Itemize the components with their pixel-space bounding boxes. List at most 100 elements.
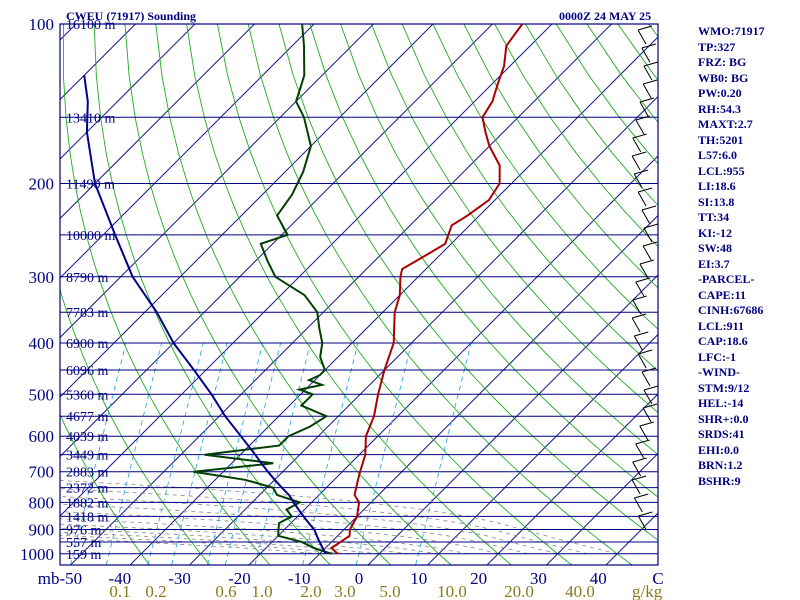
barb-flag <box>632 295 647 301</box>
wind-barbs <box>631 25 659 531</box>
dry-adiabat <box>247 24 633 565</box>
barb-staff <box>639 263 649 279</box>
barb-staff <box>643 227 653 243</box>
wind-barb <box>637 349 653 369</box>
isotherm-line <box>70 24 612 565</box>
index-item: EI:3.7 <box>698 257 798 273</box>
moist-adiabat <box>60 488 588 555</box>
wind-barb <box>642 79 658 99</box>
height-label: 5360 m <box>66 388 109 403</box>
dry-adiabat <box>401 24 658 372</box>
barb-staff <box>641 371 651 387</box>
index-item: STM:9/12 <box>698 381 798 397</box>
index-item: BSHR:9 <box>698 474 798 490</box>
temperature-tick-label: 20 <box>470 569 487 588</box>
mixing-ratio-label: 0.6 <box>215 582 236 600</box>
wind-barb <box>635 439 650 459</box>
pressure-label: 700 <box>29 463 55 482</box>
dry-adiabat <box>432 24 658 330</box>
barb-staff <box>631 155 641 171</box>
moist-adiabat <box>60 531 380 555</box>
height-label: 4039 m <box>66 430 109 445</box>
barb-staff <box>641 209 651 225</box>
index-item: PW:0.20 <box>698 86 798 102</box>
wind-barb <box>639 259 655 279</box>
wind-barb <box>641 43 657 63</box>
isotherm-line <box>60 24 553 517</box>
mixing-ratio-line <box>355 342 412 565</box>
index-item: LCL:955 <box>698 164 798 180</box>
mixing-ratio-label: 1.0 <box>251 582 272 600</box>
mixing-ratio-label: 0.2 <box>145 582 166 600</box>
indices-panel: WMO:71917 TP:327 FRZ: BG WB0: BG PW:0.20 RH:5… <box>698 24 798 489</box>
barb-staff <box>639 425 649 441</box>
barb-staff <box>642 407 652 423</box>
barb-flag <box>639 421 654 427</box>
barb-flag <box>634 169 649 175</box>
height-label: 13410 m <box>66 111 116 126</box>
height-label: 10000 m <box>66 229 116 244</box>
barb-flag <box>638 511 653 517</box>
wind-barb <box>637 187 653 207</box>
wind-barb <box>637 511 653 531</box>
background-lines <box>0 24 658 565</box>
barb-staff <box>632 461 642 477</box>
height-label: 3449 m <box>66 449 109 464</box>
height-label: 4677 m <box>66 410 109 425</box>
dry-adiabat <box>370 24 658 413</box>
barb-staff <box>633 173 643 189</box>
mixing-ratio-label: 2.0 <box>300 582 321 600</box>
index-item: WB0: BG <box>698 71 798 87</box>
barb-staff <box>632 299 642 315</box>
barb-flag <box>635 115 651 121</box>
barb-flag <box>642 241 658 247</box>
plot-frame <box>59 23 659 566</box>
isotherm-line <box>367 274 658 565</box>
wind-barb <box>643 223 659 243</box>
barb-staff <box>642 245 652 261</box>
temperature-tick-label: mb-50 <box>38 569 82 588</box>
height-label: 1882 m <box>66 496 109 511</box>
isotherm-line <box>0 24 17 565</box>
dewpoint-line <box>193 24 332 555</box>
wind-barb <box>633 169 649 189</box>
wind-barb <box>632 295 647 315</box>
height-label: 976 m <box>66 524 102 539</box>
barb-flag <box>639 97 655 103</box>
corner-label: C <box>652 569 663 588</box>
moist-adiabat <box>60 496 558 555</box>
barb-staff <box>641 47 651 63</box>
isotherm-line <box>60 24 255 220</box>
index-item: KI:-12 <box>698 226 798 242</box>
barb-flag <box>632 133 647 139</box>
index-item: TT:34 <box>698 210 798 226</box>
index-item: SRDS:41 <box>698 427 798 443</box>
wind-barb <box>635 277 650 297</box>
dry-adiabat <box>60 413 150 565</box>
index-item: WMO:71917 <box>698 24 798 40</box>
wind-barb <box>637 25 653 45</box>
index-item: EHI:0.0 <box>698 443 798 459</box>
height-label: 2883 m <box>66 466 109 481</box>
index-item: LCL:911 <box>698 319 798 335</box>
wind-barb <box>633 493 649 513</box>
dry-adiabat <box>62 24 271 565</box>
parcel-line <box>83 75 327 555</box>
barb-staff <box>637 29 647 45</box>
index-item: SW:48 <box>698 241 798 257</box>
mixing-ratio-line <box>105 342 163 565</box>
isotherm-line <box>60 24 374 339</box>
barb-staff <box>637 515 647 531</box>
dry-adiabat <box>494 24 658 248</box>
index-item: RH:54.3 <box>698 102 798 118</box>
isotherm-line <box>60 24 77 41</box>
barb-flag <box>641 43 657 49</box>
wind-barb <box>631 475 647 495</box>
mixing-ratio-line <box>171 342 228 565</box>
barb-flag <box>641 367 657 373</box>
pressure-label: 400 <box>29 334 55 353</box>
height-label: 7783 m <box>66 306 109 321</box>
mixing-ratio-line <box>224 342 282 565</box>
barb-staff <box>643 65 653 81</box>
